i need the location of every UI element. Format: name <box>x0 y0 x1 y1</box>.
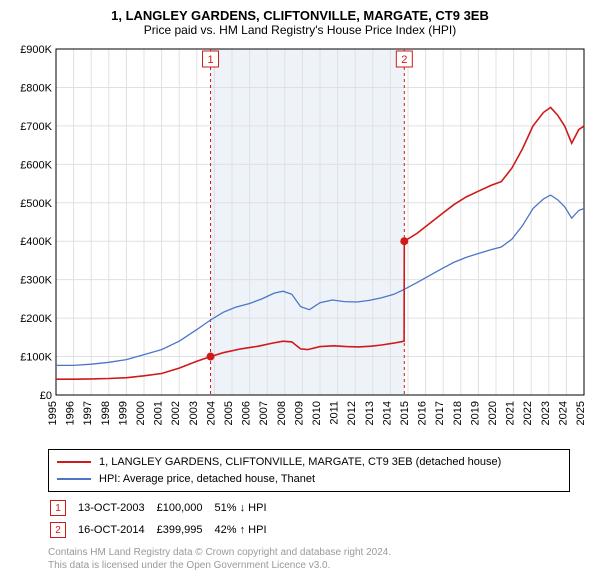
svg-text:2001: 2001 <box>153 401 165 425</box>
svg-text:2012: 2012 <box>346 401 358 425</box>
svg-text:£800K: £800K <box>20 82 52 94</box>
svg-text:2019: 2019 <box>469 401 481 425</box>
svg-text:1995: 1995 <box>47 401 59 425</box>
svg-text:2008: 2008 <box>276 401 288 425</box>
credit-line: Contains HM Land Registry data © Crown c… <box>48 546 570 559</box>
svg-text:1996: 1996 <box>65 401 77 425</box>
svg-text:2010: 2010 <box>311 401 323 425</box>
svg-text:£400K: £400K <box>20 236 52 248</box>
svg-text:£700K: £700K <box>20 121 52 133</box>
marker-badge: 1 <box>50 500 66 516</box>
marker-date: 13-OCT-2003 <box>78 498 155 518</box>
marker-row: 2 16-OCT-2014 £399,995 42% ↑ HPI <box>50 520 277 540</box>
svg-text:2022: 2022 <box>522 401 534 425</box>
svg-text:2005: 2005 <box>223 401 235 425</box>
svg-text:1: 1 <box>207 54 213 66</box>
svg-text:£200K: £200K <box>20 313 52 325</box>
page-subtitle: Price paid vs. HM Land Registry's House … <box>10 23 590 37</box>
svg-text:2004: 2004 <box>205 401 217 425</box>
price-chart: £0 £100K £200K £300K £400K £500K £600K £700K £80… <box>10 43 590 443</box>
svg-text:£900K: £900K <box>20 44 52 56</box>
svg-text:2021: 2021 <box>505 401 517 425</box>
svg-text:2002: 2002 <box>170 401 182 425</box>
svg-text:2007: 2007 <box>258 401 270 425</box>
svg-text:2014: 2014 <box>381 401 393 425</box>
legend-item-property: 1, LANGLEY GARDENS, CLIFTONVILLE, MARGAT… <box>57 454 561 471</box>
credit-text: Contains HM Land Registry data © Crown c… <box>48 546 570 572</box>
svg-text:£0: £0 <box>40 390 52 402</box>
marker-table: 1 13-OCT-2003 £100,000 51% ↓ HPI 2 16-OC… <box>48 496 279 542</box>
svg-text:2015: 2015 <box>399 401 411 425</box>
marker-delta: 42% ↑ HPI <box>215 520 277 540</box>
svg-text:£600K: £600K <box>20 159 52 171</box>
legend-label: HPI: Average price, detached house, Than… <box>99 471 315 488</box>
legend-item-hpi: HPI: Average price, detached house, Than… <box>57 471 561 488</box>
marker-date: 16-OCT-2014 <box>78 520 155 540</box>
svg-text:2025: 2025 <box>575 401 587 425</box>
svg-text:£500K: £500K <box>20 198 52 210</box>
marker-price: £399,995 <box>157 520 213 540</box>
svg-text:£100K: £100K <box>20 352 52 364</box>
svg-text:2011: 2011 <box>329 401 341 425</box>
svg-text:2020: 2020 <box>487 401 499 425</box>
svg-text:2000: 2000 <box>135 401 147 425</box>
legend-swatch <box>57 461 91 463</box>
marker-price: £100,000 <box>157 498 213 518</box>
svg-text:2017: 2017 <box>434 401 446 425</box>
marker-row: 1 13-OCT-2003 £100,000 51% ↓ HPI <box>50 498 277 518</box>
svg-text:2023: 2023 <box>540 401 552 425</box>
svg-text:2024: 2024 <box>557 401 569 425</box>
svg-text:2013: 2013 <box>364 401 376 425</box>
legend-label: 1, LANGLEY GARDENS, CLIFTONVILLE, MARGAT… <box>99 454 501 471</box>
svg-text:2016: 2016 <box>417 401 429 425</box>
svg-text:2006: 2006 <box>241 401 253 425</box>
svg-text:2009: 2009 <box>293 401 305 425</box>
marker-badge: 2 <box>50 522 66 538</box>
svg-text:2003: 2003 <box>188 401 200 425</box>
svg-text:2018: 2018 <box>452 401 464 425</box>
svg-text:1999: 1999 <box>117 401 129 425</box>
credit-line: This data is licensed under the Open Gov… <box>48 559 570 572</box>
svg-text:£300K: £300K <box>20 275 52 287</box>
svg-text:2: 2 <box>401 54 407 66</box>
page-title: 1, LANGLEY GARDENS, CLIFTONVILLE, MARGAT… <box>10 8 590 23</box>
svg-text:1997: 1997 <box>82 401 94 425</box>
legend: 1, LANGLEY GARDENS, CLIFTONVILLE, MARGAT… <box>48 449 570 492</box>
marker-delta: 51% ↓ HPI <box>215 498 277 518</box>
legend-swatch <box>57 478 91 480</box>
svg-text:1998: 1998 <box>100 401 112 425</box>
